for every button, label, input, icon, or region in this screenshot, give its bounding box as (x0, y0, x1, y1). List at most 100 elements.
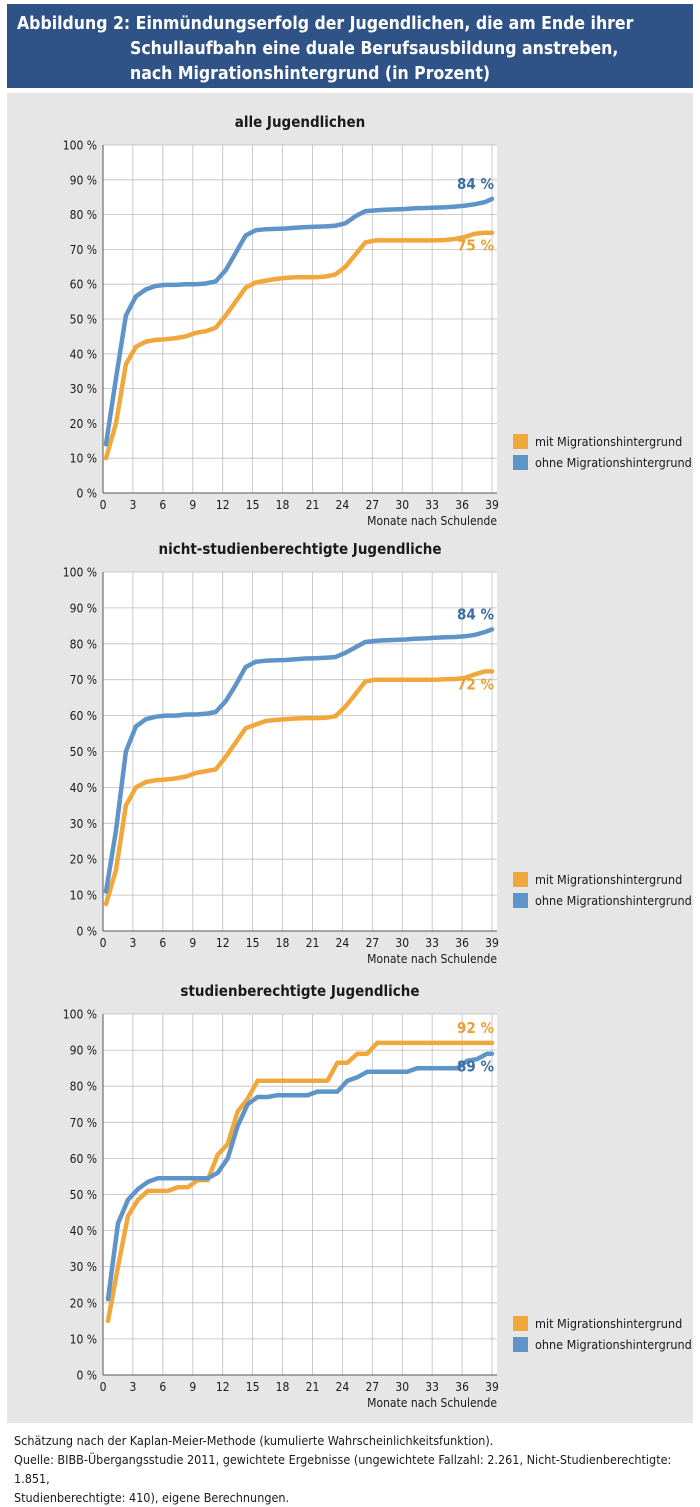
legend-label: ohne Migrationshintergrund (535, 1337, 692, 1352)
y-tick-label: 100 % (63, 139, 97, 153)
y-tick-label: 60 % (70, 278, 97, 292)
y-tick-label: 80 % (70, 1080, 97, 1094)
y-tick-label: 0 % (76, 925, 97, 939)
series-line (103, 627, 495, 894)
x-tick-label: 33 (425, 936, 439, 950)
x-tick-label: 24 (336, 1380, 350, 1394)
x-axis-label: Monate nach Schulende (367, 514, 497, 528)
y-tick-label: 50 % (70, 1188, 97, 1202)
series-line (103, 669, 495, 907)
y-tick-label: 100 % (63, 1008, 97, 1022)
y-tick-label: 60 % (70, 1152, 97, 1166)
y-tick-label: 0 % (76, 487, 97, 501)
y-tick-label: 20 % (70, 853, 97, 867)
x-tick-label: 15 (246, 498, 260, 512)
chart-studienberechtigte: 0 % 10 % 20 % 30 % 40 % 50 % 60 % 70 % 80 % 90 % 1… (0, 973, 700, 1413)
y-tick-label: 20 % (70, 1296, 97, 1310)
figure-title-line-3: nach Migrationshintergrund (in Prozent) (130, 64, 491, 84)
legend-label: mit Migrationshintergrund (535, 872, 682, 887)
y-tick-label: 20 % (70, 417, 97, 431)
x-axis-label: Monate nach Schulende (367, 1396, 497, 1410)
y-tick-label: 70 % (70, 673, 97, 687)
x-tick-label: 0 (100, 498, 107, 512)
y-tick-label: 60 % (70, 709, 97, 723)
x-tick-label: 36 (455, 498, 469, 512)
end-value-label: 92 % (457, 1019, 494, 1037)
legend-swatch (513, 1316, 528, 1331)
chart-nicht-studienberechtigte-svg: 0 % 10 % 20 % 30 % 40 % 50 % 60 % 70 % 80 % 90 % 1… (63, 540, 692, 966)
x-tick-label: 0 (100, 936, 107, 950)
x-tick-label: 39 (485, 1380, 499, 1394)
source-line-2: Studienberechtigte: 410), eigene Berechn… (14, 1490, 290, 1505)
legend-swatch (513, 893, 528, 908)
y-tick-label: 80 % (70, 208, 97, 222)
source-line-1: Quelle: BIBB-Übergangsstudie 2011, gewic… (14, 1452, 672, 1486)
chart-title: nicht-studienberechtigte Jugendliche (158, 540, 441, 558)
legend-label: ohne Migrationshintergrund (535, 893, 692, 908)
figure-title-line-1: Abbildung 2: Einmündungserfolg der Jugen… (17, 14, 634, 34)
x-tick-label: 21 (306, 936, 320, 950)
x-tick-label: 3 (129, 498, 136, 512)
series-line (105, 1040, 495, 1324)
chart-nicht-studienberechtigte: 0 % 10 % 20 % 30 % 40 % 50 % 60 % 70 % 80 % 90 % 1… (0, 533, 700, 973)
x-tick-label: 6 (159, 498, 166, 512)
y-tick-label: 40 % (70, 1224, 97, 1238)
x-tick-label: 9 (189, 498, 196, 512)
x-tick-label: 39 (485, 936, 499, 950)
chart-title: studienberechtigte Jugendliche (180, 982, 419, 1000)
series-line (103, 230, 495, 461)
x-tick-label: 12 (216, 498, 230, 512)
y-tick-label: 90 % (70, 173, 97, 187)
figure-title-line-2: Schullaufbahn eine duale Berufsausbildun… (130, 39, 619, 59)
legend-swatch (513, 455, 528, 470)
figure-footer: Schätzung nach der Kaplan-Meier-Methode … (14, 1431, 694, 1507)
x-tick-label: 39 (485, 498, 499, 512)
figure-header: Abbildung 2: Einmündungserfolg der Jugen… (7, 4, 693, 88)
x-tick-label: 6 (159, 1380, 166, 1394)
series-line (103, 196, 495, 447)
x-tick-label: 21 (306, 498, 320, 512)
end-value-label: 89 % (457, 1058, 494, 1076)
x-tick-label: 9 (189, 1380, 196, 1394)
chart-alle-jugendlichen-svg: 0 % 10 % 20 % 30 % 40 % 50 % 60 % 70 % 80 % 90 % 1… (63, 113, 692, 528)
x-tick-label: 33 (425, 1380, 439, 1394)
x-tick-label: 27 (365, 498, 379, 512)
x-tick-label: 6 (159, 936, 166, 950)
x-tick-label: 3 (129, 1380, 136, 1394)
y-tick-label: 70 % (70, 243, 97, 257)
x-tick-label: 27 (365, 1380, 379, 1394)
y-tick-label: 30 % (70, 382, 97, 396)
x-tick-label: 15 (246, 1380, 260, 1394)
x-tick-label: 24 (336, 936, 350, 950)
x-tick-label: 18 (276, 498, 290, 512)
legend-label: mit Migrationshintergrund (535, 434, 682, 449)
y-tick-label: 10 % (70, 889, 97, 903)
y-tick-label: 30 % (70, 817, 97, 831)
legend-swatch (513, 872, 528, 887)
legend-swatch (513, 434, 528, 449)
y-tick-label: 100 % (63, 566, 97, 580)
y-tick-label: 90 % (70, 601, 97, 615)
y-tick-label: 50 % (70, 745, 97, 759)
x-tick-label: 9 (189, 936, 196, 950)
y-tick-label: 10 % (70, 1332, 97, 1346)
x-tick-label: 36 (455, 1380, 469, 1394)
end-value-label: 75 % (457, 237, 494, 255)
x-tick-label: 24 (336, 498, 350, 512)
y-tick-label: 30 % (70, 1260, 97, 1274)
x-tick-label: 15 (246, 936, 260, 950)
legend-label: mit Migrationshintergrund (535, 1316, 682, 1331)
y-tick-label: 40 % (70, 781, 97, 795)
y-tick-label: 80 % (70, 637, 97, 651)
y-tick-label: 0 % (76, 1369, 97, 1383)
y-tick-label: 50 % (70, 313, 97, 327)
y-tick-label: 70 % (70, 1116, 97, 1130)
x-tick-label: 33 (425, 498, 439, 512)
legend-swatch (513, 1337, 528, 1352)
legend-label: ohne Migrationshintergrund (535, 455, 692, 470)
x-tick-label: 3 (129, 936, 136, 950)
chart-studienberechtigte-svg: 0 % 10 % 20 % 30 % 40 % 50 % 60 % 70 % 80 % 90 % 1… (63, 982, 692, 1410)
end-value-label: 84 % (457, 175, 494, 193)
x-tick-label: 12 (216, 1380, 230, 1394)
y-tick-label: 40 % (70, 347, 97, 361)
